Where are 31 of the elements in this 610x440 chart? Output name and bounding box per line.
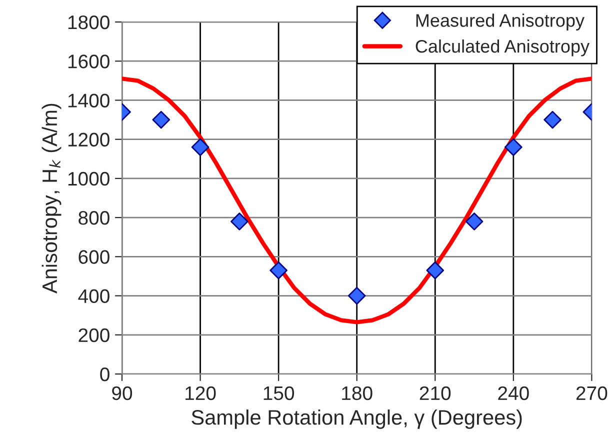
point	[544, 110, 562, 129]
legend-label: Measured Anisotropy	[416, 14, 584, 30]
y-tick-label: 600	[78, 250, 110, 264]
y-tick-label: 0	[100, 367, 110, 382]
point	[426, 261, 444, 280]
x-tick-label: 90	[112, 386, 132, 400]
point	[348, 286, 366, 305]
point	[270, 261, 288, 280]
line-series	[122, 76, 592, 324]
y-tick-label: 1600	[68, 54, 110, 68]
point	[230, 212, 248, 230]
legend-label: Calculated Anisotropy	[416, 39, 590, 56]
y-tick-label: 400	[78, 289, 110, 304]
point	[504, 138, 522, 156]
x-tick-label: 120	[186, 386, 216, 400]
y-tick-label: 800	[78, 211, 110, 225]
y-tick-label: 1800	[68, 15, 110, 30]
x-tick-label: 180	[342, 386, 372, 400]
x-tick-label: 240	[498, 386, 529, 400]
x-tick-label: 270	[576, 386, 608, 400]
x-tick-label: 210	[420, 386, 451, 400]
y-axis-title: Anisotropy, H$_{k}$ (A/m)	[42, 104, 62, 294]
y-tick-label: 200	[78, 328, 110, 342]
x-tick-label: 150	[264, 386, 294, 400]
x-axis-title: Sample Rotation Angle, γ (Degrees)	[192, 409, 522, 429]
y-tick-label: 1400	[68, 94, 110, 108]
point	[152, 110, 170, 129]
point	[191, 138, 210, 156]
point	[465, 212, 484, 230]
y-tick-label: 1200	[68, 132, 110, 147]
y-tick-label: 1000	[68, 172, 110, 186]
